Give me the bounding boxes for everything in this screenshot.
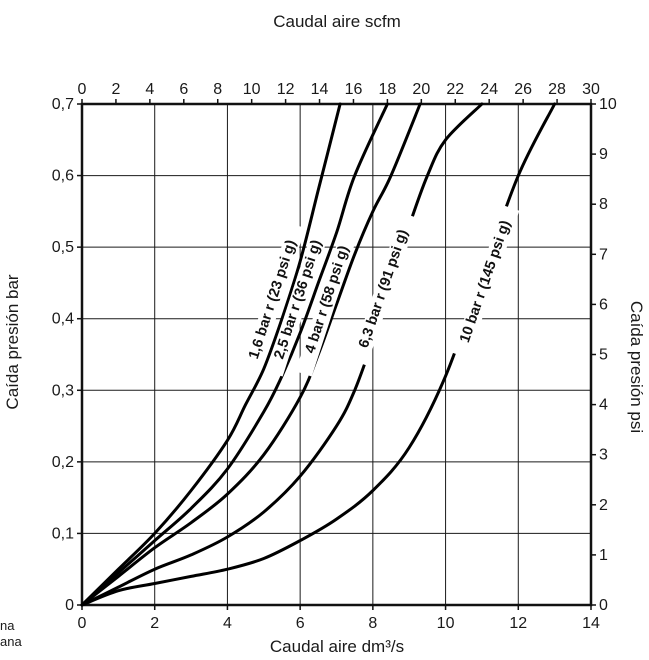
- right-y-tick-label: 5: [599, 347, 608, 364]
- right-y-tick-label: 9: [599, 146, 608, 163]
- series-label: 6,3 bar r (91 psi g): [356, 227, 412, 350]
- y-tick-label: 0,2: [52, 454, 74, 471]
- right-y-tick-label: 6: [599, 296, 608, 313]
- right-y-tick-label: 1: [599, 547, 608, 564]
- top-x-tick-label: 12: [277, 81, 295, 98]
- top-x-tick-label: 18: [379, 81, 397, 98]
- cropped-text-fragment: ana: [0, 634, 22, 649]
- top-x-tick-label: 30: [582, 81, 600, 98]
- bottom-axis-title: Caudal aire dm³/s: [270, 637, 404, 656]
- right-y-tick-label: 0: [599, 597, 608, 614]
- x-tick-label: 8: [368, 615, 377, 632]
- right-y-tick-label: 8: [599, 196, 608, 213]
- right-y-tick-label: 2: [599, 497, 608, 514]
- cropped-text-fragment: na: [0, 618, 15, 633]
- y-tick-label: 0,5: [52, 239, 74, 256]
- top-x-tick-label: 24: [480, 81, 498, 98]
- x-tick-label: 6: [296, 615, 305, 632]
- x-tick-label: 2: [150, 615, 159, 632]
- top-x-tick-label: 22: [446, 81, 464, 98]
- top-x-tick-label: 20: [412, 81, 430, 98]
- y-tick-label: 0,7: [52, 96, 74, 113]
- top-x-tick-label: 14: [311, 81, 329, 98]
- right-axis-title: Caída presión psi: [627, 301, 646, 433]
- top-x-tick-label: 10: [243, 81, 261, 98]
- y-tick-label: 0: [65, 597, 74, 614]
- top-x-tick-label: 6: [179, 81, 188, 98]
- x-tick-label: 4: [223, 615, 232, 632]
- y-tick-label: 0,6: [52, 168, 74, 185]
- top-x-tick-label: 4: [145, 81, 154, 98]
- y-tick-label: 0,1: [52, 525, 74, 542]
- x-tick-label: 10: [437, 615, 455, 632]
- series-line: [82, 104, 387, 605]
- y-tick-label: 0,4: [52, 311, 74, 328]
- left-axis-title: Caída presión bar: [3, 274, 22, 409]
- right-y-tick-label: 7: [599, 246, 608, 263]
- right-y-tick-label: 10: [599, 96, 617, 113]
- top-x-tick-label: 8: [213, 81, 222, 98]
- top-x-tick-label: 0: [78, 81, 87, 98]
- top-axis-title: Caudal aire scfm: [273, 12, 401, 31]
- x-tick-label: 0: [78, 615, 87, 632]
- top-x-tick-label: 28: [548, 81, 566, 98]
- x-tick-label: 12: [509, 615, 527, 632]
- series-label: 10 bar r (145 psi g): [457, 218, 514, 345]
- x-tick-label: 14: [582, 615, 600, 632]
- top-x-tick-label: 16: [345, 81, 363, 98]
- top-x-tick-label: 2: [111, 81, 120, 98]
- y-tick-label: 0,3: [52, 382, 74, 399]
- right-y-tick-label: 4: [599, 397, 608, 414]
- top-x-tick-label: 26: [514, 81, 532, 98]
- right-y-tick-label: 3: [599, 447, 608, 464]
